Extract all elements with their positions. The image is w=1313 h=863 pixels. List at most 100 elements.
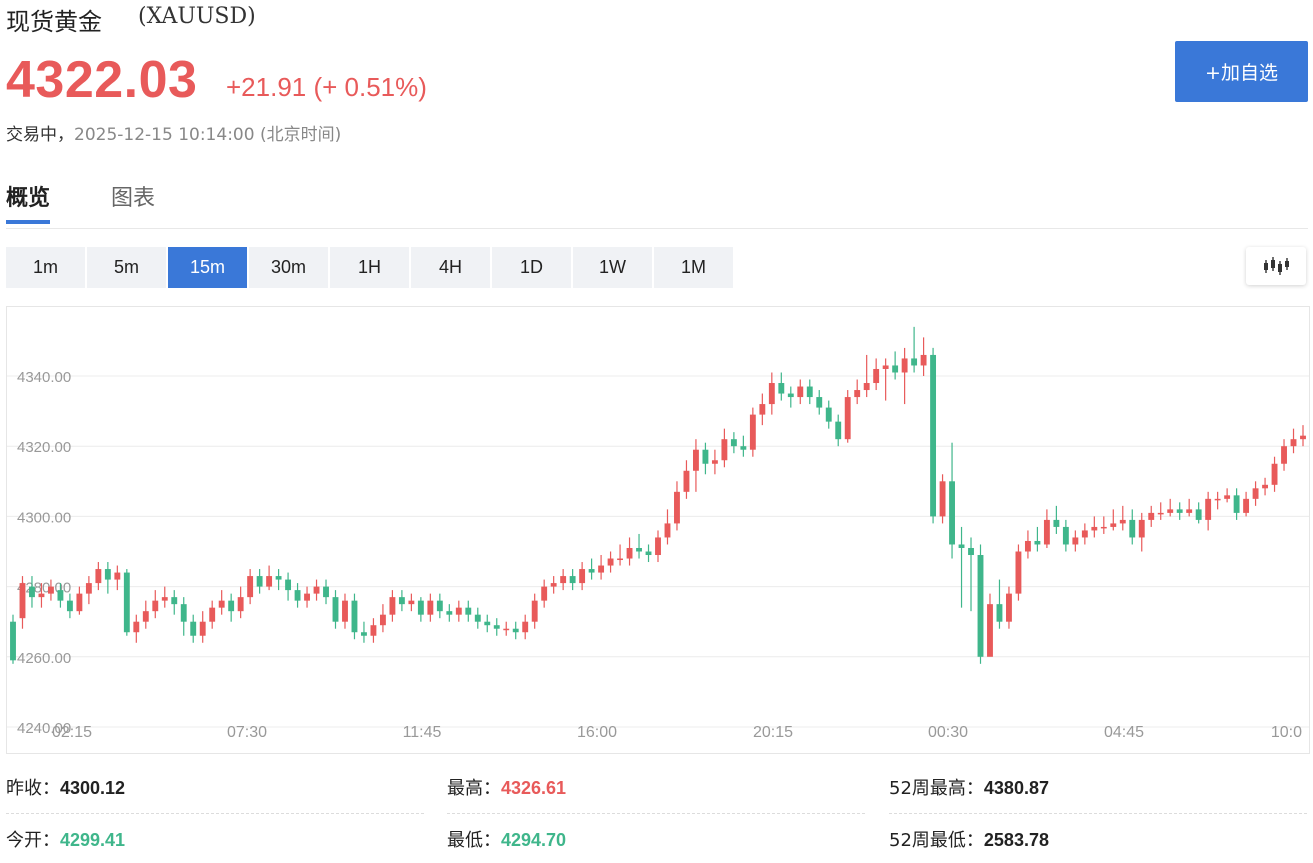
stat-label: 最高： bbox=[447, 778, 501, 799]
candle-body bbox=[1167, 509, 1174, 513]
stat-value: 2583.78 bbox=[983, 830, 1049, 850]
candle-body bbox=[389, 597, 396, 615]
candle-body bbox=[142, 611, 149, 622]
interval-15m[interactable]: 15m bbox=[168, 247, 247, 288]
x-tick-label: 02:15 bbox=[52, 724, 92, 741]
tab-overview[interactable]: 概览 bbox=[6, 180, 51, 224]
candle-body bbox=[844, 397, 851, 440]
candle-body bbox=[1243, 498, 1250, 513]
x-tick-label: 16:00 bbox=[577, 724, 617, 741]
interval-1d[interactable]: 1D bbox=[492, 247, 571, 288]
candle-body bbox=[996, 604, 1003, 622]
candle-body bbox=[247, 576, 254, 598]
tab-chart[interactable]: 图表 bbox=[111, 186, 156, 211]
candle-body bbox=[95, 569, 102, 584]
y-tick-label: 4340.00 bbox=[17, 369, 71, 386]
divider bbox=[889, 813, 1307, 814]
candle-body bbox=[1138, 519, 1145, 538]
candle-body bbox=[977, 555, 984, 657]
candle-body bbox=[768, 383, 775, 405]
interval-selector: 1m 5m 15m 30m 1H 4H 1D 1W 1M bbox=[6, 247, 735, 288]
candle-body bbox=[455, 607, 462, 615]
price-chart[interactable]: 4240.00 4260.00 4280.00 4300.00 4320.00 4340.… bbox=[6, 306, 1310, 754]
candle-body bbox=[674, 491, 680, 524]
instrument-name: 现货黄金 bbox=[6, 8, 102, 36]
candle-body bbox=[10, 621, 16, 661]
candle-body bbox=[787, 393, 794, 398]
candle-body bbox=[1006, 593, 1012, 622]
candle-body bbox=[446, 611, 453, 615]
y-tick-label: 4300.00 bbox=[17, 509, 71, 526]
stat-low: 最低：4294.70 bbox=[447, 826, 566, 852]
candle-body bbox=[730, 439, 737, 447]
add-watchlist-button[interactable]: +加自选 bbox=[1175, 41, 1308, 102]
candle-body bbox=[417, 600, 424, 615]
x-tick-label: 10:0 bbox=[1271, 724, 1302, 741]
candle-body bbox=[1262, 484, 1268, 489]
stat-52w-high: 52周最高：4380.87 bbox=[889, 774, 1049, 800]
candle-body bbox=[342, 600, 348, 622]
stat-value: 4294.70 bbox=[501, 830, 567, 850]
interval-1w[interactable]: 1W bbox=[573, 247, 652, 288]
candle-body bbox=[949, 481, 955, 545]
interval-1h[interactable]: 1H bbox=[330, 247, 409, 288]
candle-body bbox=[911, 358, 918, 366]
candle-body bbox=[939, 481, 946, 517]
candle-body bbox=[598, 565, 605, 573]
candle-body bbox=[892, 365, 899, 373]
candle-body bbox=[1271, 463, 1278, 485]
stat-label: 最低： bbox=[447, 830, 501, 851]
candle-body bbox=[266, 576, 273, 587]
x-tick-label: 20:15 bbox=[753, 724, 793, 741]
candle-body bbox=[1091, 526, 1098, 531]
candle-body bbox=[882, 365, 889, 369]
candle-body bbox=[759, 404, 766, 415]
candle-body bbox=[683, 470, 690, 492]
candle-body bbox=[474, 614, 481, 622]
candle-body bbox=[1186, 509, 1193, 513]
candle-body bbox=[237, 597, 244, 612]
timezone: (北京时间) bbox=[259, 125, 342, 145]
stat-label: 52周最低： bbox=[889, 830, 984, 851]
candle-body bbox=[617, 558, 623, 561]
candle-body bbox=[493, 625, 500, 629]
candle-body bbox=[190, 621, 197, 636]
candle-body bbox=[560, 576, 567, 584]
candle-body bbox=[76, 593, 83, 612]
candle-body bbox=[275, 576, 282, 580]
interval-1m[interactable]: 1m bbox=[6, 247, 85, 288]
candle-body bbox=[123, 572, 130, 633]
last-price: 4322.03 bbox=[6, 51, 198, 109]
candle-body bbox=[702, 449, 709, 464]
candle-body bbox=[797, 386, 804, 398]
candle-body bbox=[740, 446, 747, 450]
y-tick-label: 4240.00 bbox=[17, 720, 71, 737]
candle-body bbox=[152, 600, 159, 612]
candle-body bbox=[1129, 519, 1136, 538]
candle-body bbox=[199, 621, 206, 636]
instrument-symbol: (XAUUSD) bbox=[138, 4, 256, 29]
candlestick-toggle-button[interactable] bbox=[1246, 247, 1306, 285]
candle-body bbox=[1214, 498, 1221, 501]
interval-1mo[interactable]: 1M bbox=[654, 247, 733, 288]
candle-body bbox=[569, 576, 576, 584]
candle-body bbox=[1110, 523, 1117, 527]
interval-4h[interactable]: 4H bbox=[411, 247, 490, 288]
stat-value: 4299.41 bbox=[60, 830, 126, 850]
candle-body bbox=[930, 354, 937, 517]
interval-5m[interactable]: 5m bbox=[87, 247, 166, 288]
candle-body bbox=[1072, 537, 1079, 545]
divider bbox=[447, 813, 865, 814]
candle-body bbox=[503, 628, 510, 631]
candle-body bbox=[749, 414, 756, 450]
candle-body bbox=[436, 600, 443, 612]
candle-body bbox=[626, 547, 633, 559]
candle-body bbox=[1148, 512, 1155, 520]
interval-30m[interactable]: 30m bbox=[249, 247, 328, 288]
candle-body bbox=[285, 579, 292, 591]
candle-body bbox=[379, 614, 386, 626]
candle-body bbox=[1281, 446, 1287, 464]
candle-body bbox=[29, 586, 35, 598]
stat-label: 昨收： bbox=[6, 778, 60, 799]
candle-body bbox=[693, 449, 699, 471]
